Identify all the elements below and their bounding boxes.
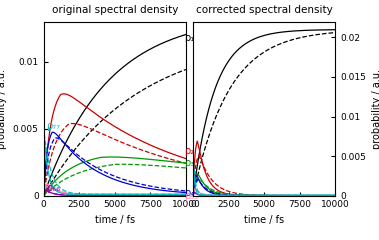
Text: ρ₄₄: ρ₄₄ [185,188,199,198]
Y-axis label: probability / a.u.: probability / a.u. [0,69,7,149]
Text: ρ₇₇: ρ₇₇ [46,121,60,131]
X-axis label: time / fs: time / fs [244,215,284,225]
Text: ρ₂₂: ρ₂₂ [185,146,199,156]
Title: original spectral density: original spectral density [52,5,178,15]
Text: ρ₆₆: ρ₆₆ [46,183,60,193]
X-axis label: time / fs: time / fs [95,215,135,225]
Text: ρ₁₁: ρ₁₁ [185,33,199,43]
Y-axis label: probability / a.u.: probability / a.u. [372,69,379,149]
Title: corrected spectral density: corrected spectral density [196,5,333,15]
Text: ρ₅₅: ρ₅₅ [185,191,198,201]
Text: ρ₃₃: ρ₃₃ [185,158,199,168]
